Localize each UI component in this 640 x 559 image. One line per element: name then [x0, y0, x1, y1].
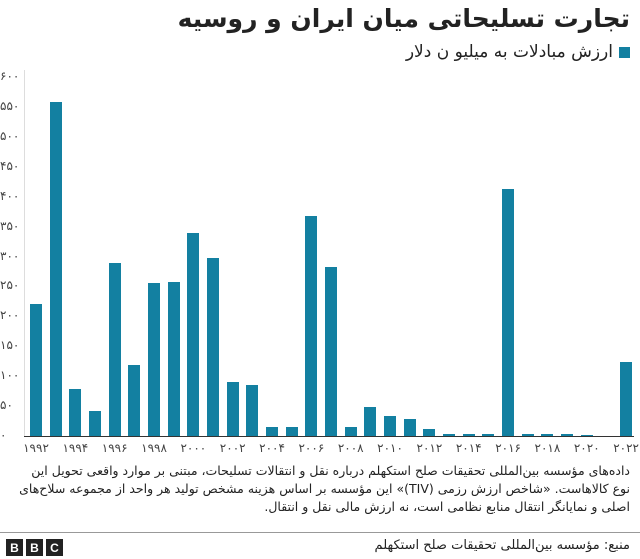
y-tick-label: ۴۵۰	[0, 158, 20, 173]
x-tick-label: ۲۰۱۰	[377, 441, 403, 455]
bar-2005	[285, 427, 298, 436]
bbc-logo: B B C	[6, 539, 63, 556]
y-tick-label: ۴۰۰	[0, 188, 20, 203]
x-tick-label: ۲۰۰۴	[259, 441, 285, 455]
bar-2015	[482, 433, 495, 436]
bar-2018	[541, 434, 554, 436]
bar-1994	[69, 388, 82, 436]
x-tick-label: ۲۰۱۶	[495, 441, 521, 455]
bar-2001	[207, 257, 220, 436]
bar-2022	[620, 361, 633, 436]
chart-title: تجارت تسلیحاتی میان ایران و روسیه	[177, 4, 630, 33]
bar-2006	[305, 215, 318, 436]
bar-2017	[521, 434, 534, 436]
bar-2000	[187, 233, 200, 436]
bar-1992	[30, 303, 42, 436]
x-tick-label: ۲۰۰۰	[180, 441, 207, 455]
x-tick-label: ۲۰۰۲	[219, 441, 246, 455]
y-axis-line	[24, 70, 25, 436]
y-tick-label: ۵۰	[0, 398, 13, 413]
x-tick-label: ۲۰۰۸	[337, 441, 364, 455]
bar-chart: ۰ ۵۰ ۱۰۰ ۱۵۰ ۲۰۰ ۲۵۰ ۳۰۰ ۳۵۰ ۴۰۰ ۴۵۰ ۵۰۰ ۵۵۰ ۶۰۰ ۱۹۹۲…	[0, 69, 639, 455]
chart-note: داده‌های مؤسسه بین‌المللی تحقیقات صلح اس…	[19, 463, 630, 514]
y-tick-label: ۲۵۰	[0, 278, 20, 293]
x-tick-label: ۲۰۱۴	[455, 441, 482, 455]
bar-2008	[344, 427, 357, 436]
x-tick-label: ۱۹۹۶	[101, 441, 128, 455]
bar-1995	[89, 410, 101, 436]
footer-divider	[0, 532, 640, 533]
bar-1997	[128, 364, 141, 436]
bar-2002	[226, 382, 239, 436]
bar-2014	[462, 433, 475, 436]
x-tick-label: ۱۹۹۸	[141, 441, 167, 455]
bar-2010	[384, 416, 397, 436]
bar-2012	[423, 428, 436, 436]
x-tick-label: ۱۹۹۴	[62, 441, 89, 455]
x-tick-label: ۲۰۱۸	[534, 441, 561, 455]
bar-1999	[167, 281, 180, 436]
x-tick-label: ۲۰۰۶	[298, 441, 325, 455]
bar-2007	[325, 266, 338, 436]
bar-2020	[580, 434, 593, 436]
bar-2003	[246, 385, 259, 436]
bar-1998	[148, 282, 161, 436]
y-tick-label: ۶۰۰	[0, 69, 20, 83]
y-tick-label: ۰	[0, 428, 7, 442]
y-tick-label: ۳۵۰	[0, 218, 20, 233]
bar-2019	[561, 434, 574, 436]
y-tick-label: ۲۰۰	[0, 308, 20, 323]
bar-2004	[266, 427, 279, 436]
y-tick-label: ۵۵۰	[0, 98, 20, 113]
bar-2013	[443, 433, 456, 436]
y-tick-label: ۵۰۰	[0, 128, 20, 143]
source-text: منبع: مؤسسه بین‌المللی تحقیقات صلح استکه…	[374, 538, 630, 553]
legend-label: ارزش مبادلات به میلیو ن دلار	[405, 42, 613, 62]
x-tick-label: ۲۰۲۲	[613, 441, 639, 455]
y-tick-label: ۱۵۰	[0, 338, 20, 353]
y-tick-label: ۳۰۰	[0, 248, 20, 263]
legend-swatch	[619, 46, 630, 58]
y-tick-label: ۱۰۰	[0, 368, 20, 383]
x-axis-line	[24, 436, 634, 437]
bar-1993	[49, 102, 62, 436]
bar-2009	[364, 407, 377, 436]
bar-1996	[108, 263, 121, 436]
bar-2011	[403, 419, 416, 436]
x-tick-label: ۲۰۱۲	[416, 441, 443, 455]
bar-2016	[502, 188, 515, 436]
x-tick-label: ۱۹۹۲	[23, 441, 49, 455]
x-tick-label: ۲۰۲۰	[573, 441, 600, 455]
legend: ارزش مبادلات به میلیو ن دلار	[406, 42, 630, 62]
